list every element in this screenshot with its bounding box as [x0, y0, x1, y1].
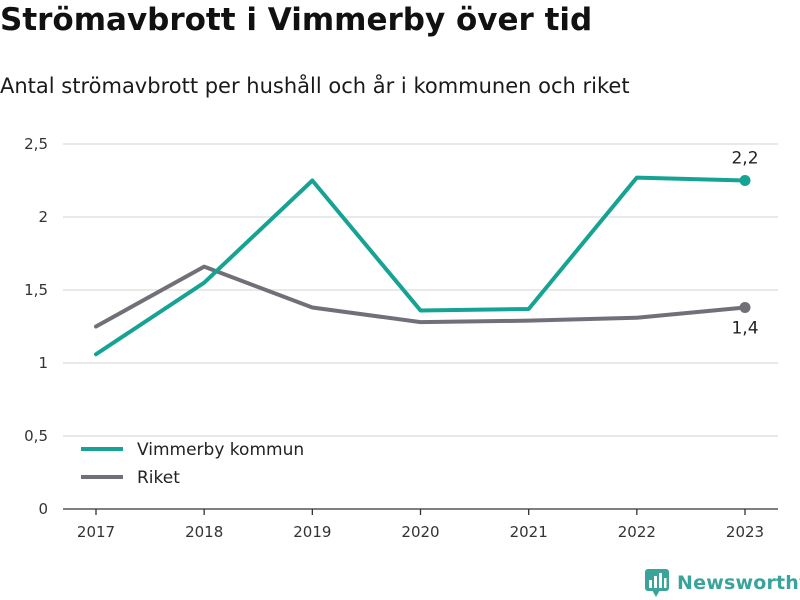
series-end-point: [739, 302, 751, 314]
series-end-point: [739, 175, 751, 186]
legend-label: Riket: [137, 468, 180, 488]
x-tick-label: 2021: [510, 523, 548, 541]
newsworthy-logo-icon: [645, 569, 669, 597]
y-tick-label: 0: [38, 500, 48, 518]
series-line-riket: [94, 264, 747, 329]
y-tick-label: 1: [38, 354, 48, 372]
x-tick-label: 2020: [401, 523, 439, 541]
x-tick-label: 2023: [726, 523, 764, 541]
legend-label: Vimmerby kommun: [137, 440, 304, 460]
x-tick-label: 2019: [293, 523, 331, 541]
x-tick-label: 2018: [185, 523, 223, 541]
x-tick-label: 2017: [77, 523, 115, 541]
series-end-label: 2,2: [731, 149, 758, 169]
newsworthy-logo: Newsworthy: [644, 568, 800, 598]
y-tick-label: 1,5: [24, 281, 48, 299]
y-tick-label: 2,5: [24, 135, 48, 153]
series-line-vimmerby-kommun: [94, 175, 747, 357]
y-tick-label: 0,5: [24, 427, 48, 445]
chart-title: Strömavbrott i Vimmerby över tid: [0, 2, 593, 38]
x-tick-label: 2022: [618, 523, 656, 541]
series-end-label: 1,4: [731, 319, 758, 339]
y-tick-label: 2: [38, 208, 48, 226]
newsworthy-logo-text: Newsworthy: [677, 572, 800, 594]
chart-subtitle: Antal strömavbrott per hushåll och år i …: [0, 74, 630, 98]
